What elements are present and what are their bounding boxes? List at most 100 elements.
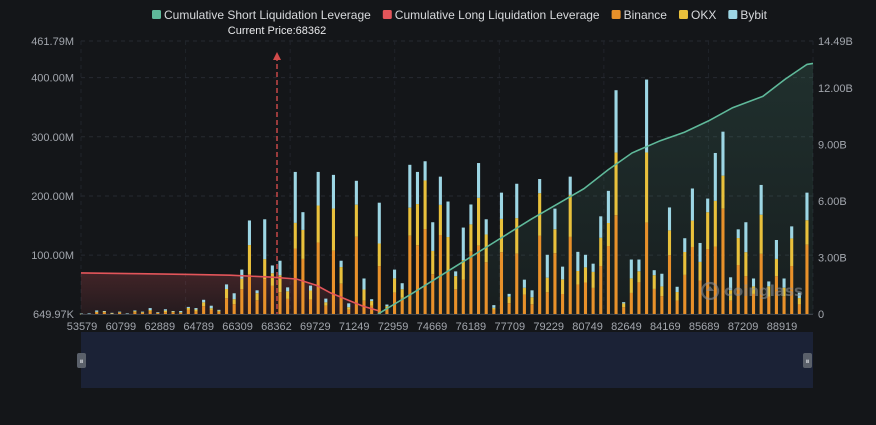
liquidation-bar-stack [660,273,664,314]
binance-bar-segment [645,222,649,314]
binance-bar-segment [270,285,274,314]
bybit-bar-segment [652,270,656,276]
bybit-bar-segment [774,240,778,259]
okx-bar-segment [148,310,152,312]
binance-bar-segment [492,309,496,314]
zoom-scrollbar[interactable]: ⏸ ⏸ [77,332,813,388]
binance-bar-segment [805,244,809,314]
liquidation-bar-stack [675,286,679,314]
liquidation-bar-stack [217,309,221,314]
okx-bar-segment [469,224,473,252]
legend: Cumulative Short Liquidation Leverage Cum… [152,8,768,22]
binance-bar-segment [194,311,198,314]
liquidation-bar-stack [729,277,733,314]
liquidation-bar-stack [652,270,656,314]
liquidation-bar-stack [408,164,412,314]
binance-bar-segment [690,246,694,314]
liquidation-bar-stack [316,171,320,314]
binance-bar-segment [247,274,251,314]
binance-bar-segment [469,251,473,314]
liquidation-bar-stack [629,259,633,314]
legend-item-okx: OKX [678,8,716,22]
binance-bar-segment [660,296,664,314]
liquidation-bar-stack [515,183,519,314]
okx-bar-segment [324,302,328,306]
okx-bar-segment [354,204,358,237]
bybit-bar-segment [446,201,450,238]
okx-bar-segment [156,312,160,314]
bybit-bar-segment [759,184,763,215]
okx-bar-segment [690,220,694,247]
bybit-bar-segment [156,312,160,313]
watermark-text: coinglass [724,282,803,300]
legend-swatch-bybit [728,10,738,19]
x-tick-label: 72959 [378,321,409,333]
binance-bar-segment [530,304,534,314]
binance-bar-segment [545,292,549,314]
bybit-bar-segment [622,302,626,304]
liquidation-bar-stack [622,302,626,314]
bybit-bar-segment [331,174,335,209]
binance-bar-segment [102,312,106,314]
liquidation-bar-stack [347,303,351,314]
legend-item-bybit: Bybit [728,8,768,22]
binance-bar-segment [331,250,335,314]
liquidation-bar-stack [186,306,190,314]
binance-bar-segment [286,298,290,314]
bybit-bar-segment [194,308,198,310]
y-left-tick-label: 649.97K [33,309,75,321]
okx-bar-segment [408,207,412,236]
binance-bar-segment [614,215,618,314]
short-cumulative-line [377,62,814,315]
bybit-bar-segment [492,305,496,308]
binance-bar-segment [637,282,641,314]
okx-bar-segment [171,311,175,313]
scroll-handle-left[interactable]: ⏸ [77,353,86,368]
liquidation-bar-stack [202,299,206,314]
scroll-handle-right[interactable]: ⏸ [803,353,812,368]
bybit-bar-segment [118,311,122,313]
y-left-tick-label: 200.00M [31,191,74,203]
binance-bar-segment [209,309,213,314]
liquidation-bar-stack [87,313,91,315]
bybit-bar-segment [431,222,435,251]
okx-bar-segment [393,278,397,293]
binance-bar-segment [400,297,404,314]
binance-bar-segment [148,311,152,314]
bybit-bar-segment [706,198,710,213]
liquidation-bar-stack [561,266,565,314]
okx-bar-segment [744,252,748,277]
okx-bar-segment [270,273,274,286]
x-tick-label: 66309 [222,321,253,333]
x-tick-label: 60799 [106,321,137,333]
scrollbar-track[interactable] [81,332,813,388]
bybit-bar-segment [362,278,366,290]
liquidation-bar-stack [163,309,167,314]
binance-bar-segment [446,271,450,314]
binance-bar-segment [171,312,175,314]
short-cumulative-area [378,63,813,315]
liquidation-bar-stack [110,312,114,315]
liquidation-bar-stack [140,311,145,314]
liquidation-bar-stack [545,254,549,314]
binance-bar-segment [515,253,519,314]
binance-bar-segment [308,299,313,314]
liquidation-bar-stack [286,287,290,314]
okx-bar-segment [301,229,305,259]
okx-bar-segment [232,299,236,305]
binance-bar-segment [324,305,328,314]
okx-bar-segment [339,267,343,284]
liquidation-bar-stack [690,188,694,314]
okx-bar-segment [461,260,465,280]
liquidation-bar-stack [232,293,236,314]
liquidation-bar-stack [736,229,740,314]
liquidation-bar-stack [263,219,267,314]
liquidation-bar-stack [308,285,313,314]
bybit-bar-segment [469,204,473,225]
okx-bar-segment [698,261,702,281]
okx-bar-segment [415,204,420,246]
okx-bar-segment [240,278,244,290]
binance-bar-segment [744,276,748,314]
liquidation-bar-stack [751,278,756,314]
